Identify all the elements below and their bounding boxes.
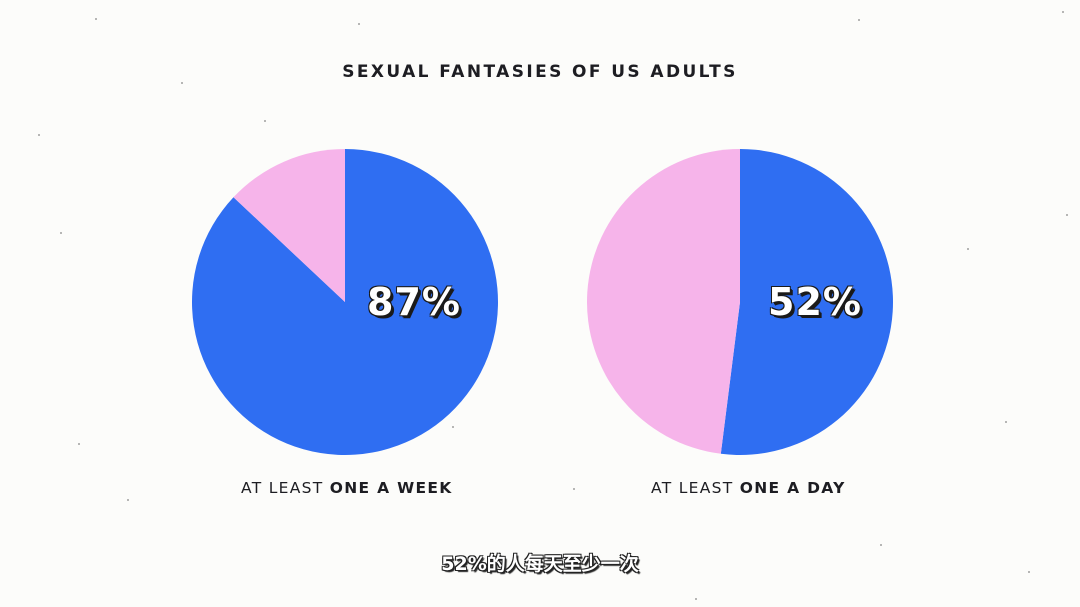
pie-weekly-caption: AT LEAST ONE A WEEK — [241, 479, 453, 497]
pie-weekly-percent-label: 87% — [367, 280, 461, 324]
chart-title: SEXUAL FANTASIES OF US ADULTS — [342, 62, 738, 82]
caption-prefix: AT LEAST — [651, 479, 734, 497]
caption-emphasis: ONE A WEEK — [329, 479, 453, 497]
pie-chart-daily — [586, 149, 893, 455]
pie-1-slice-1 — [586, 149, 740, 454]
caption-emphasis: ONE A DAY — [739, 479, 846, 497]
pie-chart-weekly — [191, 149, 498, 455]
pie-daily-caption: AT LEAST ONE A DAY — [651, 479, 846, 497]
video-subtitle: 52%的人每天至少一次 — [441, 553, 639, 575]
pie-0-slice-1 — [233, 149, 345, 302]
caption-prefix: AT LEAST — [241, 479, 324, 497]
pie-1-slice-0 — [720, 149, 893, 455]
pie-daily-percent-label: 52% — [768, 280, 862, 324]
